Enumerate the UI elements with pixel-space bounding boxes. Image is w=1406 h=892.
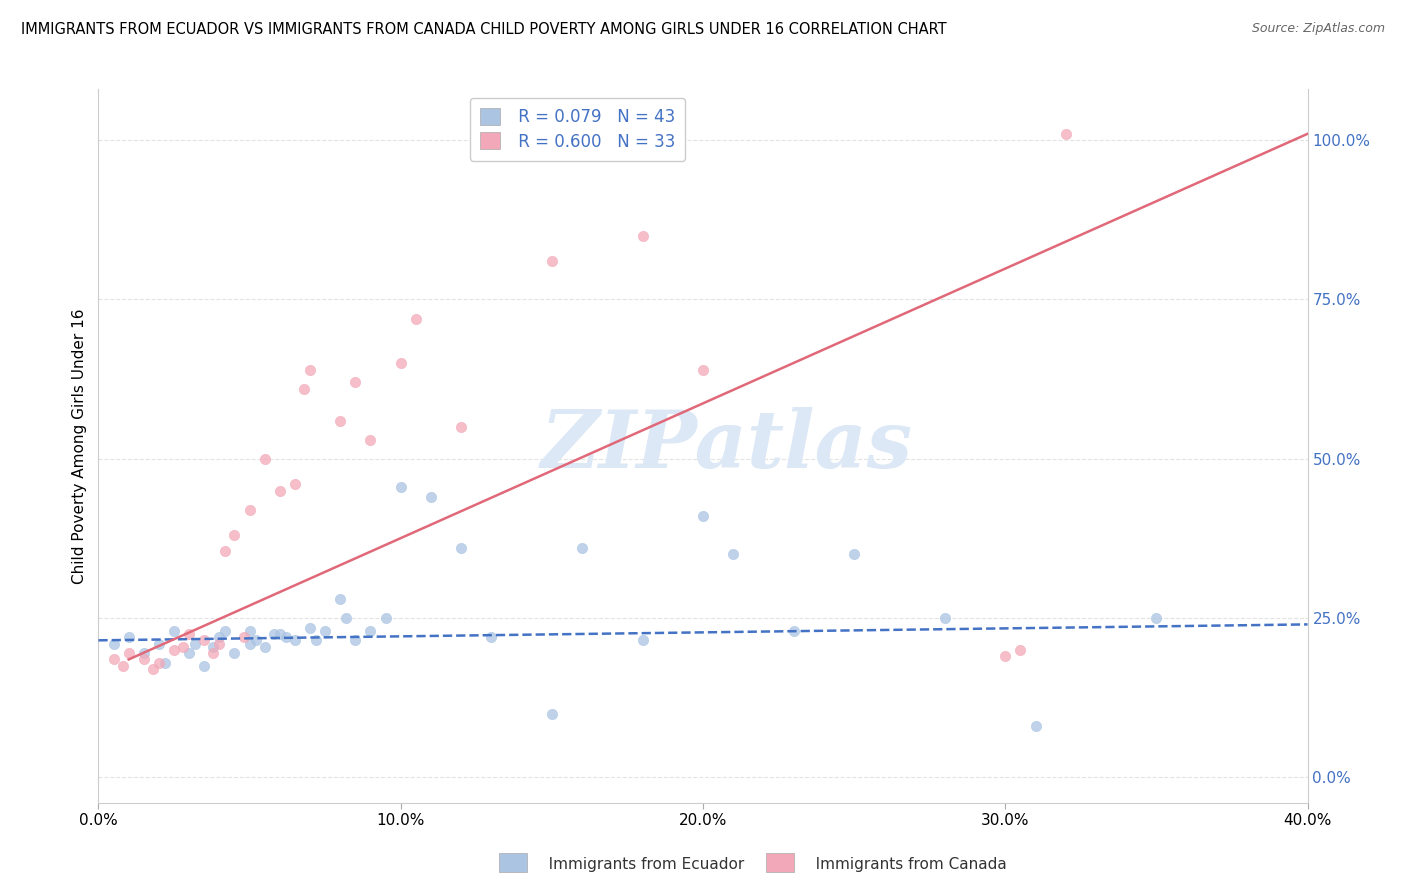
Point [245,633,267,648]
Point [299,621,322,635]
Point [450,420,472,434]
Y-axis label: Child Poverty Among Girls Under 16: Child Poverty Among Girls Under 16 [72,309,87,583]
Point [1024,719,1046,733]
Point [163,643,186,657]
Point [208,636,231,650]
Point [783,624,806,638]
Point [214,624,236,638]
Point [224,646,246,660]
Point [329,591,352,606]
Point [374,611,396,625]
Point [692,362,714,376]
Point [274,630,297,644]
Point [239,624,262,638]
Point [202,646,225,660]
Point [132,652,155,666]
Point [450,541,472,555]
Point [263,627,285,641]
Point [389,356,412,370]
Point [314,624,336,638]
Point [631,228,654,243]
Point [344,633,367,648]
Point [239,636,262,650]
Text: IMMIGRANTS FROM ECUADOR VS IMMIGRANTS FROM CANADA CHILD POVERTY AMONG GIRLS UNDE: IMMIGRANTS FROM ECUADOR VS IMMIGRANTS FR… [21,22,946,37]
Point [148,656,170,670]
Point [172,640,194,654]
Point [481,630,503,644]
Point [305,633,328,648]
Point [111,658,134,673]
Point [360,624,382,638]
Point [540,254,562,268]
Text: ZIPatlas: ZIPatlas [541,408,914,484]
Point [148,636,170,650]
Point [232,630,254,644]
Point [344,376,367,390]
Point [179,627,201,641]
Point [844,547,866,561]
Point [103,652,125,666]
Point [132,646,155,660]
Point [389,480,412,494]
Point [692,509,714,524]
Point [994,649,1017,664]
Point [1054,127,1077,141]
Point [405,311,427,326]
Point [202,640,225,654]
Point [179,646,201,660]
Point [284,477,307,491]
Point [269,627,291,641]
Text: Source: ZipAtlas.com: Source: ZipAtlas.com [1251,22,1385,36]
Point [118,646,141,660]
Point [142,662,165,676]
Point [214,544,236,558]
Point [284,633,307,648]
Point [420,490,443,504]
Point [118,630,141,644]
Legend:  R = 0.079   N = 43,  R = 0.600   N = 33: R = 0.079 N = 43, R = 0.600 N = 33 [470,97,685,161]
Point [329,413,352,427]
Point [193,633,215,648]
Point [269,483,291,498]
Point [934,611,956,625]
Point [292,382,315,396]
Point [193,658,215,673]
Point [299,362,322,376]
Point [239,502,262,516]
Point [208,630,231,644]
Point [1010,643,1032,657]
Point [184,636,207,650]
Text: Immigrants from Ecuador: Immigrants from Ecuador [534,857,745,872]
Point [571,541,593,555]
Point [103,636,125,650]
Point [723,547,745,561]
Point [253,640,276,654]
Point [335,611,357,625]
Text: Immigrants from Canada: Immigrants from Canada [801,857,1007,872]
Point [163,624,186,638]
Point [253,451,276,466]
Point [153,656,176,670]
Point [1144,611,1167,625]
Point [360,433,382,447]
Point [540,706,562,721]
Point [224,528,246,542]
Point [631,633,654,648]
